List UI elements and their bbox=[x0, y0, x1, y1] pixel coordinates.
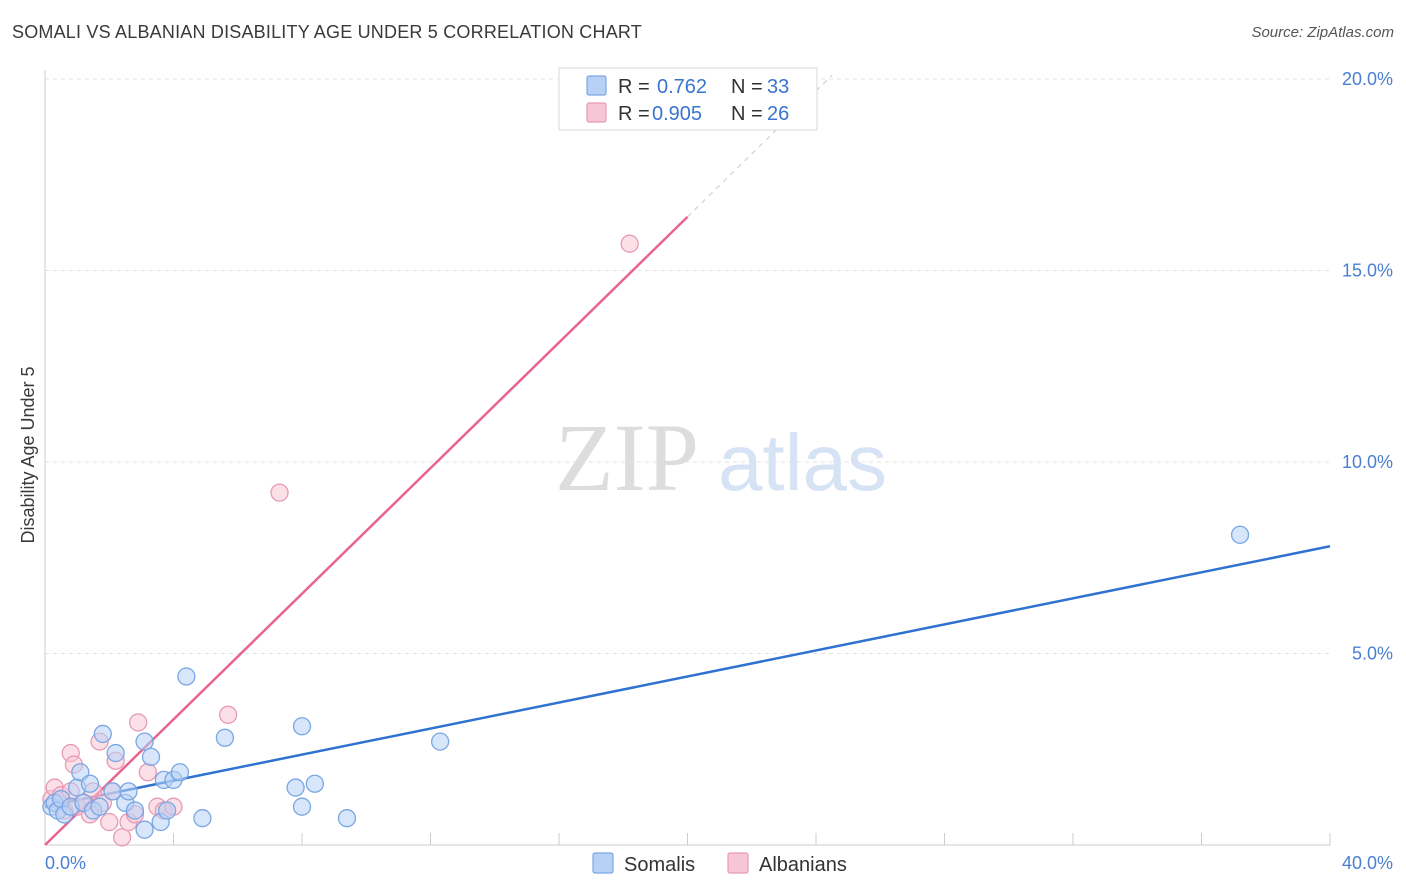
legend-somali-n-label: N = bbox=[731, 76, 763, 98]
y-tick-label: 10.0% bbox=[1342, 452, 1393, 472]
legend: R = 0.762 N = 33 R = 0.905 N = 26 bbox=[558, 67, 818, 131]
chart-title: SOMALI VS ALBANIAN DISABILITY AGE UNDER … bbox=[12, 22, 642, 42]
bottom-legend-somali-swatch bbox=[592, 852, 614, 874]
somali-point bbox=[1230, 525, 1250, 544]
albanian-point bbox=[129, 713, 148, 732]
watermark-zip: ZIP bbox=[555, 404, 699, 511]
bottom-legend: Somalis Albanians bbox=[592, 852, 847, 876]
somali-point bbox=[135, 820, 154, 839]
somali-point bbox=[90, 797, 109, 816]
y-tick-label: 15.0% bbox=[1342, 261, 1393, 281]
bottom-legend-albanian-swatch bbox=[727, 852, 749, 874]
somali-point bbox=[292, 717, 312, 736]
x-tick-label-min: 0.0% bbox=[45, 853, 86, 873]
grid-lines bbox=[45, 78, 1330, 654]
watermark: ZIP atlas bbox=[555, 404, 887, 511]
somali-point bbox=[215, 728, 235, 747]
albanian-point bbox=[112, 828, 132, 847]
somali-point bbox=[93, 724, 112, 744]
somali-point bbox=[106, 743, 125, 763]
legend-somali-n-value: 33 bbox=[767, 76, 789, 98]
tick-labels: 5.0% 10.0% 15.0% 20.0% 0.0% 40.0% bbox=[45, 69, 1393, 873]
bottom-legend-somali-label: Somalis bbox=[624, 854, 695, 876]
axes bbox=[44, 70, 1331, 846]
albanian-point bbox=[620, 234, 639, 253]
albanian-trend-extension bbox=[687, 74, 833, 218]
albanian-trend-line bbox=[44, 215, 689, 846]
albanian-point bbox=[138, 763, 157, 782]
somali-point bbox=[170, 763, 190, 782]
legend-somali-swatch bbox=[586, 75, 607, 96]
legend-albanian-r-value: 0.905 bbox=[652, 103, 702, 125]
legend-somali-r-label: R = bbox=[618, 76, 650, 98]
somali-point bbox=[157, 801, 177, 820]
albanian-point bbox=[100, 812, 119, 832]
somali-point bbox=[177, 667, 196, 686]
y-tick-label: 20.0% bbox=[1342, 69, 1393, 89]
somali-point bbox=[141, 747, 161, 767]
somali-point bbox=[430, 732, 450, 751]
somali-point bbox=[135, 732, 154, 751]
somali-point bbox=[305, 774, 325, 793]
legend-albanian-r-label: R = bbox=[618, 103, 650, 125]
somali-point bbox=[119, 782, 138, 801]
somali-point bbox=[337, 809, 357, 828]
legend-albanian-swatch bbox=[586, 102, 607, 123]
albanian-point bbox=[270, 483, 289, 502]
x-tick-label-max: 40.0% bbox=[1342, 853, 1393, 873]
y-tick-label: 5.0% bbox=[1352, 644, 1393, 664]
source-label: Source: ZipAtlas.com bbox=[1251, 24, 1394, 41]
bottom-legend-albanian-label: Albanians bbox=[759, 854, 847, 876]
albanian-point bbox=[218, 705, 238, 724]
somali-point bbox=[80, 774, 100, 793]
y-axis-label: Disability Age Under 5 bbox=[18, 366, 38, 543]
somali-point bbox=[286, 778, 305, 797]
somali-point bbox=[193, 809, 212, 828]
somali-point bbox=[125, 801, 145, 820]
somali-trend-line bbox=[44, 545, 1331, 808]
data-points bbox=[42, 234, 1250, 847]
legend-somali-r-value: 0.762 bbox=[657, 76, 707, 98]
somali-point bbox=[292, 797, 312, 816]
legend-albanian-n-label: N = bbox=[731, 103, 763, 125]
watermark-atlas: atlas bbox=[718, 418, 887, 507]
legend-albanian-n-value: 26 bbox=[767, 103, 789, 125]
